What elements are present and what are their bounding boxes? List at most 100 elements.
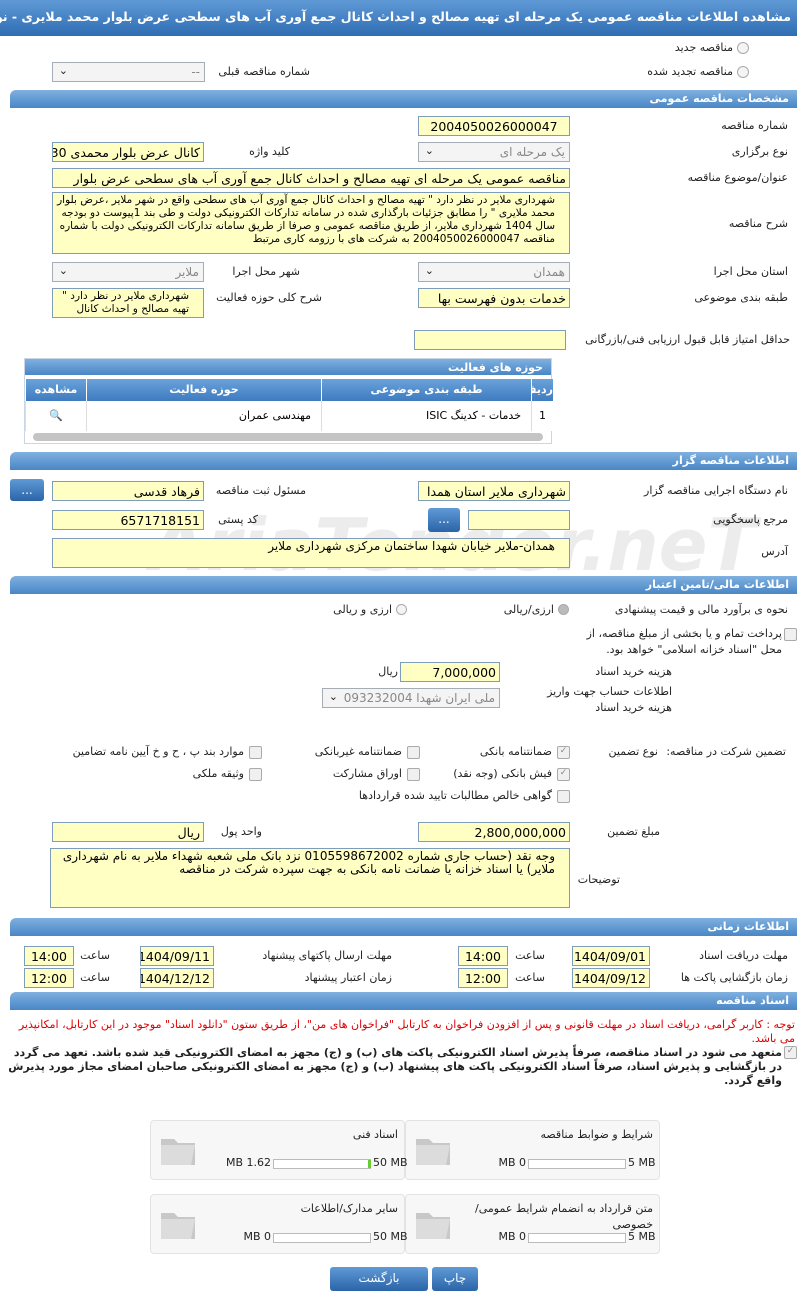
label: زمان بازگشایی پاکت ها xyxy=(680,971,788,984)
label: نحوه ی برآورد مالی و قیمت پیشنهادی xyxy=(614,603,788,616)
radio[interactable] xyxy=(558,604,569,615)
input-field: 1404/09/11 xyxy=(140,946,214,966)
select-field[interactable]: همدان ⌄ xyxy=(418,262,570,282)
section-bar: اطلاعات زمانی xyxy=(10,918,797,936)
input-field xyxy=(468,510,570,530)
label: ساعت xyxy=(515,949,545,962)
checkbox[interactable] xyxy=(407,768,420,781)
label: فیش بانکی (وجه نقد) xyxy=(453,767,552,780)
select-field[interactable]: ملی ایران شهدا 093232004 ⌄ xyxy=(322,688,500,708)
label: مناقصه تجدید شده xyxy=(647,65,733,78)
label: گواهی خالص مطالبات تایید شده قراردادها xyxy=(358,789,552,802)
input-field: 12:00 xyxy=(24,968,74,988)
label: عنوان/موضوع مناقصه xyxy=(687,171,788,184)
label: اوراق مشارکت xyxy=(332,767,402,780)
notice: توجه : کاربر گرامی، دریافت اسناد در مهلت… xyxy=(18,1018,795,1045)
select-field[interactable]: یک مرحله ای ⌄ xyxy=(418,142,570,162)
input-field: 1404/09/12 xyxy=(572,968,650,988)
paragraph: پرداخت تمام و یا بخشی از مبلغ مناقصه، از… xyxy=(586,627,782,656)
input-field: 1404/09/01 xyxy=(572,946,650,966)
checkbox[interactable]: ✓ xyxy=(557,768,570,781)
label: ساعت xyxy=(515,971,545,984)
table-header: مشاهده xyxy=(25,379,86,401)
button[interactable]: بازگشت xyxy=(330,1267,428,1291)
label: مبلغ تضمین xyxy=(607,825,660,838)
input-field: 14:00 xyxy=(458,946,508,966)
label: مهلت دریافت اسناد xyxy=(699,949,788,962)
section-bar: اسناد مناقصه xyxy=(10,992,797,1010)
label: نوع برگزاری xyxy=(731,145,788,158)
input-field xyxy=(414,330,566,350)
view-icon[interactable]: 🔍 xyxy=(25,401,86,431)
textarea: وجه نقد (حساب جاری شماره 0105598672002 ن… xyxy=(50,848,570,908)
section-bar: اطلاعات مناقصه گزار xyxy=(10,452,797,470)
select-field[interactable]: ملایر ⌄ xyxy=(52,262,204,282)
radio[interactable] xyxy=(737,66,749,78)
file-card: شرایط و ضوابط مناقصه 0 MB 5 MB xyxy=(405,1120,660,1180)
label: حداقل امتیاز قابل قبول ارزیابی فنی/بازرگ… xyxy=(585,333,790,346)
checkbox[interactable]: ✓ xyxy=(784,1046,797,1059)
input-field: ریال xyxy=(52,822,204,842)
label: ساعت xyxy=(80,949,110,962)
select-arrow: ⌄ xyxy=(58,264,68,277)
radio[interactable] xyxy=(737,42,749,54)
label: واحد پول xyxy=(220,825,262,838)
label: ساعت xyxy=(80,971,110,984)
label: ریال xyxy=(378,665,398,678)
file-max: 50 MB xyxy=(373,1230,408,1243)
folder-icon[interactable] xyxy=(412,1129,454,1171)
checkbox[interactable] xyxy=(407,746,420,759)
label: ضمانتنامه بانکی xyxy=(479,745,552,758)
file-max: 5 MB xyxy=(628,1156,656,1169)
label: شماره مناقصه xyxy=(721,119,788,132)
folder xyxy=(416,1213,450,1239)
button[interactable]: چاپ xyxy=(432,1267,478,1291)
checkbox[interactable]: ✓ xyxy=(557,746,570,759)
file-size: 0 MB xyxy=(498,1230,526,1243)
checkbox[interactable] xyxy=(557,790,570,803)
label: ارزی و ریالی xyxy=(333,603,392,616)
button[interactable]: ... xyxy=(10,479,44,501)
label: وثیقه ملکی xyxy=(192,767,244,780)
header: مشاهده اطلاعات مناقصه عمومی یک مرحله ای … xyxy=(0,0,797,36)
folder xyxy=(416,1139,450,1165)
label: کد پستی xyxy=(218,513,258,526)
select-arrow: ⌄ xyxy=(424,264,434,277)
label: نوع تضمین xyxy=(608,745,658,758)
file-card: متن قرارداد به انضمام شرایط عمومی/خصوصی 0… xyxy=(405,1194,660,1254)
folder-icon[interactable] xyxy=(157,1203,199,1245)
scrollbar xyxy=(33,433,543,441)
select-field[interactable]: -- ⌄ xyxy=(52,62,205,82)
input-field: 1404/12/12 xyxy=(140,968,214,988)
table-cell: 1 xyxy=(531,401,553,431)
checkbox[interactable] xyxy=(784,628,797,641)
folder-icon[interactable] xyxy=(157,1129,199,1171)
textarea: شهرداری ملایر در نظر دارد " تهیه مصالح و… xyxy=(52,192,570,254)
label: آدرس xyxy=(761,545,788,558)
progress-bar xyxy=(528,1159,626,1169)
table-cell: مهندسی عمران xyxy=(86,401,321,431)
progress-bar xyxy=(273,1233,371,1243)
input-field: شهرداری ملایر استان همدا xyxy=(418,481,570,501)
folder-icon[interactable] xyxy=(412,1203,454,1245)
table-header: حوزه فعالیت xyxy=(86,379,321,401)
button[interactable]: ... xyxy=(428,508,460,532)
file-max: 50 MB xyxy=(373,1156,408,1169)
label: مسئول ثبت مناقصه xyxy=(215,484,306,497)
radio[interactable] xyxy=(396,604,407,615)
checkbox[interactable] xyxy=(249,746,262,759)
file-name: متن قرارداد به انضمام شرایط عمومی/خصوصی xyxy=(475,1202,653,1231)
textarea: همدان-ملایر خیابان شهدا ساختمان مرکزی شه… xyxy=(52,538,570,568)
label: طبقه بندی موضوعی xyxy=(694,291,788,304)
select-arrow: ⌄ xyxy=(328,690,338,703)
checkbox[interactable] xyxy=(249,768,262,781)
label: ضمانتنامه غیربانکی xyxy=(314,745,402,758)
label: مناقصه جدید xyxy=(674,41,733,54)
activity-box: حوزه های فعالیت ردیف طبقه بندی موضوعی حوزه … xyxy=(24,358,553,444)
label: شرح مناقصه xyxy=(728,217,788,230)
input-field: مناقصه عمومی یک مرحله ای تهیه مصالح و اح… xyxy=(52,168,570,188)
input-field: 7,000,000 xyxy=(400,662,500,682)
label: شرح کلی حوزه فعالیت xyxy=(216,291,322,304)
label: نام دستگاه اجرایی مناقصه گزار xyxy=(644,484,788,497)
